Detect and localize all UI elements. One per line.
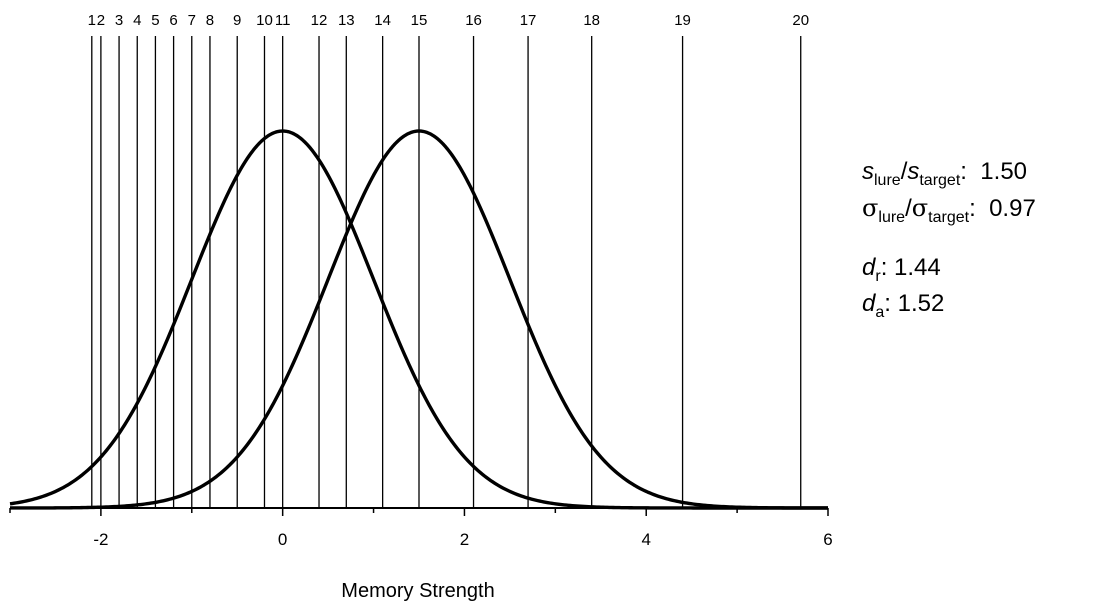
stat-sub: lure xyxy=(874,172,901,189)
stats-panel: slure/starget: 1.50 σlure/σtarget: 0.97 … xyxy=(862,160,1036,328)
stat-value: 1.50 xyxy=(980,158,1028,185)
x-tick-label: 6 xyxy=(823,530,832,549)
criterion-label-14: 14 xyxy=(374,12,391,29)
criterion-label-2: 2 xyxy=(97,12,105,29)
stat-value: 1.44 xyxy=(894,254,941,281)
stat-s-ratio: slure/starget: 1.50 xyxy=(862,158,1028,189)
stat-var: s xyxy=(907,158,920,185)
criterion-label-3: 3 xyxy=(115,12,123,29)
criterion-label-19: 19 xyxy=(674,12,691,29)
criterion-label-10: 10 xyxy=(256,12,273,29)
stat-sub: target xyxy=(919,172,961,189)
stat-sigma-ratio: σlure/σtarget: 0.97 xyxy=(862,194,1036,226)
stat-var: σ xyxy=(911,194,929,222)
criterion-label-5: 5 xyxy=(151,12,159,29)
criterion-label-13: 13 xyxy=(338,12,355,29)
criterion-label-18: 18 xyxy=(583,12,600,29)
x-tick-label: -2 xyxy=(93,530,108,549)
criterion-label-12: 12 xyxy=(311,12,328,29)
stat-value: 0.97 xyxy=(989,195,1036,222)
stat-var: d xyxy=(862,290,876,317)
stat-value: 1.52 xyxy=(897,290,945,317)
stat-var: σ xyxy=(862,194,879,222)
criterion-label-11: 11 xyxy=(275,12,291,29)
x-tick-label: 4 xyxy=(641,530,650,549)
x-tick-label: 2 xyxy=(460,530,469,549)
stat-sub: lure xyxy=(878,209,906,226)
target-distribution-curve xyxy=(10,129,828,510)
criterion-label-17: 17 xyxy=(520,12,537,29)
criterion-label-6: 6 xyxy=(169,12,177,29)
criterion-label-20: 20 xyxy=(792,12,809,29)
criterion-label-16: 16 xyxy=(465,12,482,29)
stat-d-r: dr: 1.44 xyxy=(862,254,941,285)
stat-var: d xyxy=(862,254,876,281)
stat-sub: a xyxy=(875,304,885,321)
x-axis: -2 0 2 4 6 xyxy=(9,507,833,549)
criterion-label-15: 15 xyxy=(411,12,428,29)
x-axis-label: Memory Strength xyxy=(341,580,494,602)
stat-var: s xyxy=(862,158,874,185)
x-tick-label: 0 xyxy=(278,530,287,549)
criterion-label-4: 4 xyxy=(133,12,141,29)
criterion-label-9: 9 xyxy=(233,12,241,29)
criteria-group: 1 2 3 4 5 6 7 8 9 10 11 12 13 14 15 16 17 18 19 20 xyxy=(88,12,809,508)
stat-sub: r xyxy=(875,268,881,285)
stat-sub: target xyxy=(928,209,970,226)
stat-d-a: da: 1.52 xyxy=(862,290,945,321)
criterion-label-8: 8 xyxy=(206,12,214,29)
criterion-label-1: 1 xyxy=(88,12,96,29)
criterion-label-7: 7 xyxy=(188,12,196,29)
